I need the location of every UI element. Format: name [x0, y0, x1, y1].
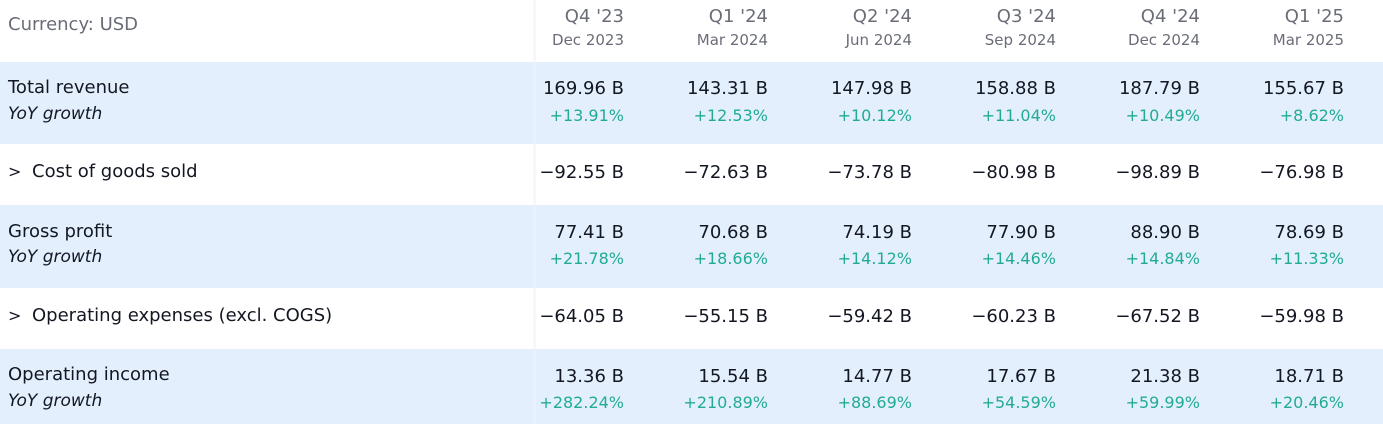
- column-date: Mar 2024: [696, 31, 768, 49]
- growth-cell: +21.78%: [549, 249, 624, 268]
- column-quarter: Q3 '24: [996, 6, 1056, 27]
- row-label: Operating expenses (excl. COGS): [32, 305, 333, 326]
- growth-cell: +88.69%: [837, 393, 912, 412]
- value-cell: 147.98 B: [830, 78, 912, 99]
- value-cell: 18.71 B: [1274, 366, 1344, 387]
- value-cell: 70.68 B: [698, 222, 768, 243]
- row-label: Operating income: [8, 364, 170, 385]
- growth-cell: +12.53%: [693, 106, 768, 125]
- column-date: Jun 2024: [845, 31, 912, 49]
- expand-cogs-toggle[interactable]: > Cost of goods sold: [8, 161, 198, 182]
- growth-cell: +11.04%: [981, 106, 1056, 125]
- column-header: Q1 '25 Mar 2025: [1214, 6, 1344, 50]
- column-quarter: Q1 '24: [708, 6, 768, 27]
- column-quarter: Q4 '23: [564, 6, 624, 27]
- growth-cell: +20.46%: [1269, 393, 1344, 412]
- table-row-operating-income: Operating income YoY growth 13.36 B 15.5…: [0, 349, 1383, 424]
- column-divider: [533, 0, 536, 424]
- growth-cell: +210.89%: [683, 393, 768, 412]
- row-label: Cost of goods sold: [32, 161, 198, 182]
- value-cell: −60.23 B: [971, 306, 1056, 327]
- value-cell: 155.67 B: [1262, 78, 1344, 99]
- value-cell: −98.89 B: [1115, 162, 1200, 183]
- value-cell: 21.38 B: [1130, 366, 1200, 387]
- column-quarter: Q4 '24: [1140, 6, 1200, 27]
- growth-cell: +282.24%: [539, 393, 624, 412]
- value-cell: 88.90 B: [1130, 222, 1200, 243]
- column-quarter: Q2 '24: [852, 6, 912, 27]
- value-cell: −55.15 B: [683, 306, 768, 327]
- growth-cell: +14.46%: [981, 249, 1056, 268]
- growth-cell: +11.33%: [1269, 249, 1344, 268]
- table-row-gross-profit: Gross profit YoY growth 77.41 B 70.68 B …: [0, 205, 1383, 288]
- chevron-right-icon: >: [8, 162, 22, 181]
- chevron-right-icon: >: [8, 306, 22, 325]
- row-sub-label: YoY growth: [8, 391, 103, 411]
- growth-cell: +13.91%: [549, 106, 624, 125]
- value-cell: −64.05 B: [539, 306, 624, 327]
- growth-cell: +10.12%: [837, 106, 912, 125]
- column-date: Dec 2023: [552, 31, 624, 49]
- value-cell: 169.96 B: [542, 78, 624, 99]
- value-cell: −67.52 B: [1115, 306, 1200, 327]
- column-date: Sep 2024: [984, 31, 1056, 49]
- column-header: Q4 '23 Dec 2023: [494, 6, 624, 50]
- growth-cell: +10.49%: [1125, 106, 1200, 125]
- currency-label: Currency: USD: [8, 14, 139, 35]
- column-header: Q1 '24 Mar 2024: [638, 6, 768, 50]
- value-cell: −76.98 B: [1259, 162, 1344, 183]
- table-row-total-revenue: Total revenue YoY growth 169.96 B 143.31…: [0, 62, 1383, 144]
- column-date: Mar 2025: [1272, 31, 1344, 49]
- value-cell: 158.88 B: [974, 78, 1056, 99]
- row-label: Total revenue: [8, 77, 130, 98]
- value-cell: 14.77 B: [842, 366, 912, 387]
- value-cell: 77.41 B: [554, 222, 624, 243]
- value-cell: −92.55 B: [539, 162, 624, 183]
- row-sub-label: YoY growth: [8, 104, 103, 124]
- table-row-cost-of-goods-sold[interactable]: > Cost of goods sold −92.55 B −72.63 B −7…: [0, 144, 1383, 205]
- growth-cell: +59.99%: [1125, 393, 1200, 412]
- value-cell: −73.78 B: [827, 162, 912, 183]
- growth-cell: +8.62%: [1279, 106, 1344, 125]
- column-header: Q4 '24 Dec 2024: [1070, 6, 1200, 50]
- column-date: Dec 2024: [1128, 31, 1200, 49]
- value-cell: 77.90 B: [986, 222, 1056, 243]
- value-cell: −72.63 B: [683, 162, 768, 183]
- value-cell: 15.54 B: [698, 366, 768, 387]
- growth-cell: +18.66%: [693, 249, 768, 268]
- value-cell: −80.98 B: [971, 162, 1056, 183]
- growth-cell: +54.59%: [981, 393, 1056, 412]
- value-cell: 17.67 B: [986, 366, 1056, 387]
- table-header: Currency: USD Q4 '23 Dec 2023 Q1 '24 Mar…: [0, 0, 1383, 62]
- value-cell: −59.98 B: [1259, 306, 1344, 327]
- value-cell: 13.36 B: [554, 366, 624, 387]
- value-cell: 78.69 B: [1274, 222, 1344, 243]
- value-cell: 187.79 B: [1118, 78, 1200, 99]
- value-cell: 74.19 B: [842, 222, 912, 243]
- expand-opex-toggle[interactable]: > Operating expenses (excl. COGS): [8, 305, 332, 326]
- table-row-operating-expenses[interactable]: > Operating expenses (excl. COGS) −64.05 …: [0, 288, 1383, 349]
- value-cell: 143.31 B: [686, 78, 768, 99]
- column-header: Q3 '24 Sep 2024: [926, 6, 1056, 50]
- growth-cell: +14.84%: [1125, 249, 1200, 268]
- column-quarter: Q1 '25: [1284, 6, 1344, 27]
- growth-cell: +14.12%: [837, 249, 912, 268]
- value-cell: −59.42 B: [827, 306, 912, 327]
- row-label: Gross profit: [8, 221, 113, 242]
- column-header: Q2 '24 Jun 2024: [782, 6, 912, 50]
- row-sub-label: YoY growth: [8, 247, 103, 267]
